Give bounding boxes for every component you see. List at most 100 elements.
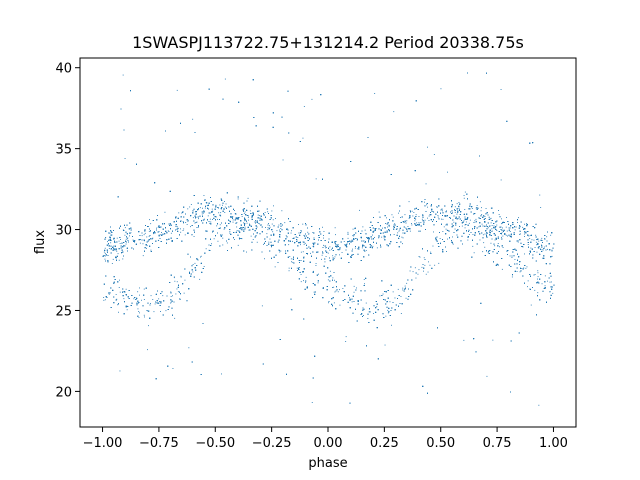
data-point [323, 235, 324, 236]
data-point [368, 241, 369, 243]
data-point [228, 206, 230, 208]
data-point [491, 228, 493, 230]
data-point [373, 313, 374, 314]
data-point [104, 255, 106, 257]
data-point [385, 223, 386, 224]
data-point [313, 270, 314, 272]
data-point [541, 247, 543, 248]
data-point [392, 291, 394, 293]
data-point [517, 222, 518, 223]
data-point [447, 171, 448, 173]
data-point [139, 235, 141, 236]
data-point [321, 254, 323, 256]
data-point [454, 206, 456, 208]
data-point [501, 218, 502, 220]
data-point [332, 255, 334, 257]
data-point [534, 289, 536, 291]
data-point [103, 297, 105, 298]
data-point [204, 199, 206, 201]
data-point [207, 215, 209, 217]
chart-title: 1SWASPJ113722.75+131214.2 Period 20338.7… [132, 33, 524, 52]
data-point [249, 223, 250, 225]
data-point [550, 234, 552, 236]
data-point [404, 214, 406, 216]
data-point [122, 74, 124, 76]
data-point [527, 280, 529, 282]
data-point [539, 194, 541, 196]
data-point [248, 215, 249, 217]
data-point [505, 226, 507, 228]
data-point [378, 211, 380, 213]
data-point [463, 195, 465, 196]
data-point [300, 231, 302, 233]
data-point [125, 238, 127, 240]
data-point [149, 219, 150, 221]
data-point [190, 204, 192, 205]
data-point [502, 247, 504, 248]
data-point [427, 217, 428, 219]
data-point [546, 236, 548, 238]
data-point [550, 281, 552, 283]
data-point [475, 207, 477, 209]
data-point [218, 212, 220, 214]
data-point [347, 237, 349, 239]
data-point [289, 256, 291, 257]
data-point [522, 226, 524, 228]
data-point [500, 179, 502, 181]
data-point [364, 283, 365, 285]
data-point [361, 247, 363, 249]
data-point [278, 224, 280, 226]
data-point [256, 241, 258, 243]
data-point [230, 216, 231, 217]
data-point [488, 219, 490, 220]
data-point [374, 93, 376, 94]
data-point [267, 227, 269, 229]
data-point [132, 239, 134, 241]
data-point [180, 275, 182, 277]
data-point [280, 250, 282, 252]
data-point [324, 261, 326, 263]
data-point [152, 237, 154, 239]
data-point [212, 210, 214, 212]
data-point [272, 231, 274, 233]
data-point [397, 288, 399, 290]
data-point [424, 264, 426, 266]
data-point [413, 212, 415, 213]
data-point [263, 243, 264, 245]
data-point [534, 247, 536, 248]
data-point [487, 227, 489, 229]
data-point [347, 231, 349, 233]
data-point [315, 265, 317, 266]
data-point [529, 238, 531, 239]
data-point [222, 237, 224, 239]
data-point [400, 217, 401, 218]
data-point [303, 280, 304, 282]
data-point [200, 256, 201, 258]
data-point [365, 250, 367, 251]
data-point [464, 191, 466, 193]
data-point [244, 211, 246, 213]
data-point [405, 227, 407, 229]
data-point [383, 237, 385, 239]
data-point [118, 287, 120, 288]
data-point [170, 232, 172, 234]
data-point [343, 241, 345, 242]
data-point [276, 230, 278, 232]
data-point [138, 311, 140, 312]
data-point [476, 220, 477, 222]
data-point [481, 214, 483, 215]
data-point [205, 248, 207, 250]
data-point [443, 226, 445, 228]
data-point [427, 271, 429, 273]
data-point [303, 243, 305, 245]
data-point [305, 276, 307, 278]
data-point [200, 255, 202, 257]
data-point [370, 229, 371, 230]
data-point [208, 249, 210, 251]
data-point [110, 242, 112, 244]
data-point [247, 197, 249, 199]
data-point [292, 240, 293, 242]
data-point [104, 299, 106, 301]
data-point [494, 245, 496, 247]
data-point [154, 303, 156, 305]
